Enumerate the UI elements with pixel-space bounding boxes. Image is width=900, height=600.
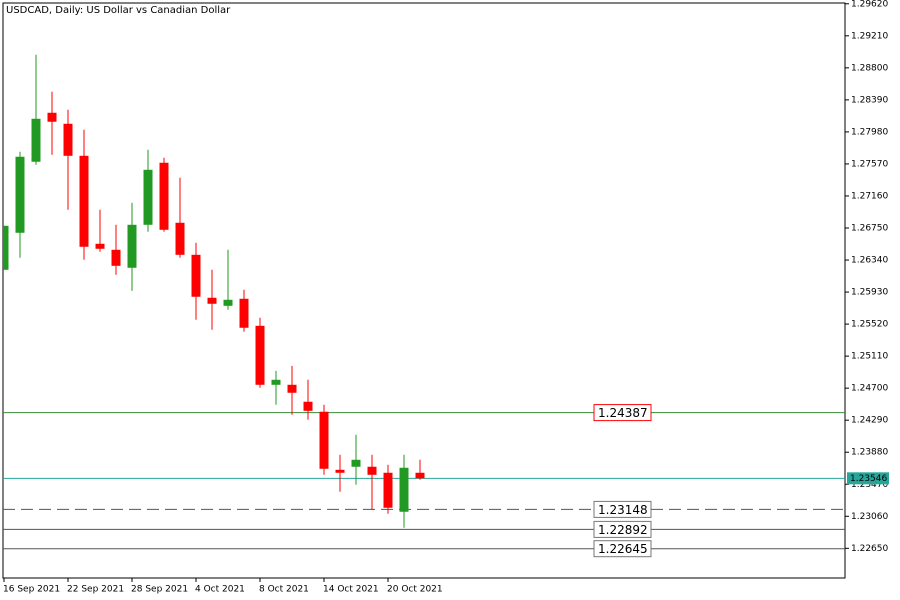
candle-body	[3, 225, 9, 270]
candle-body	[287, 384, 297, 393]
candle-body	[383, 472, 393, 508]
candle-body	[255, 325, 265, 385]
y-tick-label: 1.22650	[851, 544, 888, 554]
x-tick-label: 16 Sep 2021	[3, 585, 60, 595]
y-tick-label: 1.24700	[851, 384, 888, 394]
y-tick-label: 1.27980	[851, 127, 888, 137]
candle-body	[191, 254, 201, 297]
y-tick-label: 1.29210	[851, 31, 888, 41]
candle-body	[127, 224, 137, 268]
y-tick-label: 1.28390	[851, 95, 888, 105]
candle-body	[175, 222, 185, 255]
candle-body	[95, 243, 105, 249]
candle-body	[47, 112, 57, 122]
candle-body	[415, 472, 425, 479]
y-tick-label: 1.25930	[851, 288, 888, 298]
candle-body	[207, 297, 217, 304]
x-tick-label: 28 Sep 2021	[131, 585, 188, 595]
candle-body	[63, 123, 73, 156]
candle-body	[111, 249, 121, 266]
plot-frame	[2, 2, 846, 579]
y-tick-label: 1.23470	[851, 480, 888, 490]
x-tick-label: 22 Sep 2021	[67, 585, 124, 595]
x-tick-label: 8 Oct 2021	[259, 585, 309, 595]
y-tick-label: 1.26750	[851, 224, 888, 234]
candle-body	[223, 299, 233, 306]
y-tick-label: 1.24290	[851, 416, 888, 426]
level-label: 1.22892	[598, 523, 648, 537]
candle-body	[271, 379, 281, 385]
plot-area	[3, 54, 845, 550]
candle-body	[367, 466, 377, 475]
level-label: 1.23148	[598, 503, 648, 517]
level-label-box	[593, 540, 652, 558]
y-tick-label: 1.27570	[851, 159, 888, 169]
y-tick-label: 1.29620	[851, 0, 888, 9]
x-tick-label: 14 Oct 2021	[323, 585, 379, 595]
candle-body	[319, 411, 329, 469]
candle-body	[351, 459, 361, 467]
x-tick-label: 4 Oct 2021	[195, 585, 245, 595]
candle-body	[159, 162, 169, 230]
y-tick-label: 1.27160	[851, 191, 888, 201]
current-price-label: 1.23546	[850, 474, 887, 484]
candle-body	[15, 156, 25, 233]
candle-body	[303, 401, 313, 411]
level-label: 1.24387	[598, 406, 648, 420]
chart-title: USDCAD, Daily: US Dollar vs Canadian Dol…	[6, 5, 231, 16]
level-label: 1.22645	[598, 542, 648, 556]
level-label-box	[593, 500, 652, 518]
candle-body	[79, 155, 89, 247]
y-tick-label: 1.23060	[851, 512, 888, 522]
candle-body	[143, 169, 153, 225]
current-price-box	[847, 472, 889, 485]
level-label-box	[593, 404, 652, 422]
y-tick-label: 1.25520	[851, 320, 888, 330]
candle-body	[335, 469, 345, 473]
y-tick-label: 1.28800	[851, 63, 888, 73]
level-label-box	[593, 520, 652, 538]
x-tick-label: 20 Oct 2021	[387, 585, 443, 595]
y-tick-label: 1.25110	[851, 352, 888, 362]
y-tick-label: 1.23880	[851, 448, 888, 458]
candle-body	[239, 298, 249, 328]
y-tick-label: 1.26340	[851, 256, 888, 266]
candle-body	[399, 467, 409, 512]
candle-body	[31, 118, 41, 162]
